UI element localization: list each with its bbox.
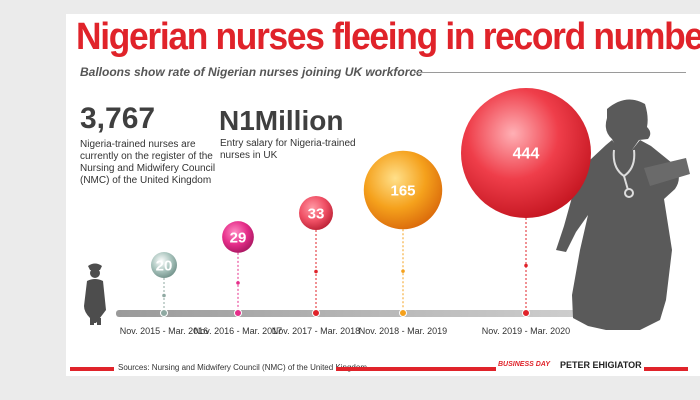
entry-salary-description: Entry salary for Nigeria-trained nurses …: [220, 138, 356, 161]
balloon: [363, 150, 443, 230]
registered-nurses-value: 3,767: [80, 102, 156, 135]
axis-marker: [399, 309, 407, 317]
string-dot: [162, 293, 166, 298]
registered-nurses-description: Nigeria-trained nurses are currently on …: [80, 139, 216, 186]
balloon-value-label: 165: [390, 182, 415, 199]
author-credit: PETER EHIGIATOR: [560, 360, 642, 370]
chart-subtitle: Balloons show rate of Nigerian nurses jo…: [80, 65, 423, 79]
axis-marker: [234, 309, 242, 317]
balloon: [299, 196, 333, 230]
period-label: Nov. 2018 - Mar. 2019: [359, 326, 447, 336]
balloon-value-label: 33: [308, 205, 325, 222]
balloon-value-label: 444: [513, 146, 540, 163]
source-rule-middle: [336, 367, 496, 371]
balloon-value-label: 20: [156, 257, 173, 274]
balloons: 20 Nov. 2015 - Mar. 2016 29 Nov. 2016 - Mar…: [120, 88, 591, 336]
period-label: Nov. 2016 - Mar. 2017: [194, 326, 282, 336]
period-label: Nov. 2017 - Mar. 2018: [272, 326, 360, 336]
brand-logo: BUSINESS DAY: [498, 361, 550, 368]
period-label: Nov. 2019 - Mar. 2020: [482, 326, 570, 336]
balloon: [222, 221, 254, 253]
string-dot: [236, 281, 240, 285]
left-margin: [0, 0, 66, 400]
balloon-value-label: 29: [230, 229, 247, 246]
source-rule-left: [70, 367, 114, 371]
period-label: Nov. 2015 - Mar. 2016: [120, 326, 208, 336]
top-margin: [66, 0, 700, 14]
string-dot: [314, 269, 318, 274]
string-dot: [401, 269, 405, 273]
axis-marker: [522, 309, 530, 317]
string-dot: [524, 263, 528, 268]
source-note: Sources: Nursing and Midwifery Council (…: [118, 363, 367, 372]
balloon: [151, 252, 177, 278]
small-nurse-figure: [84, 263, 106, 325]
timeline-axis: [116, 310, 590, 317]
source-rule-right: [644, 367, 688, 371]
balloon: [461, 88, 591, 218]
axis-marker: [312, 309, 320, 317]
page-title: Nigerian nurses fleeing in record number…: [76, 16, 700, 58]
bottom-margin: [66, 376, 700, 400]
entry-salary-value: N1Million: [219, 105, 344, 136]
large-nurse-figure: [556, 99, 690, 330]
axis-marker: [160, 309, 168, 317]
subtitle-divider: [414, 72, 686, 73]
